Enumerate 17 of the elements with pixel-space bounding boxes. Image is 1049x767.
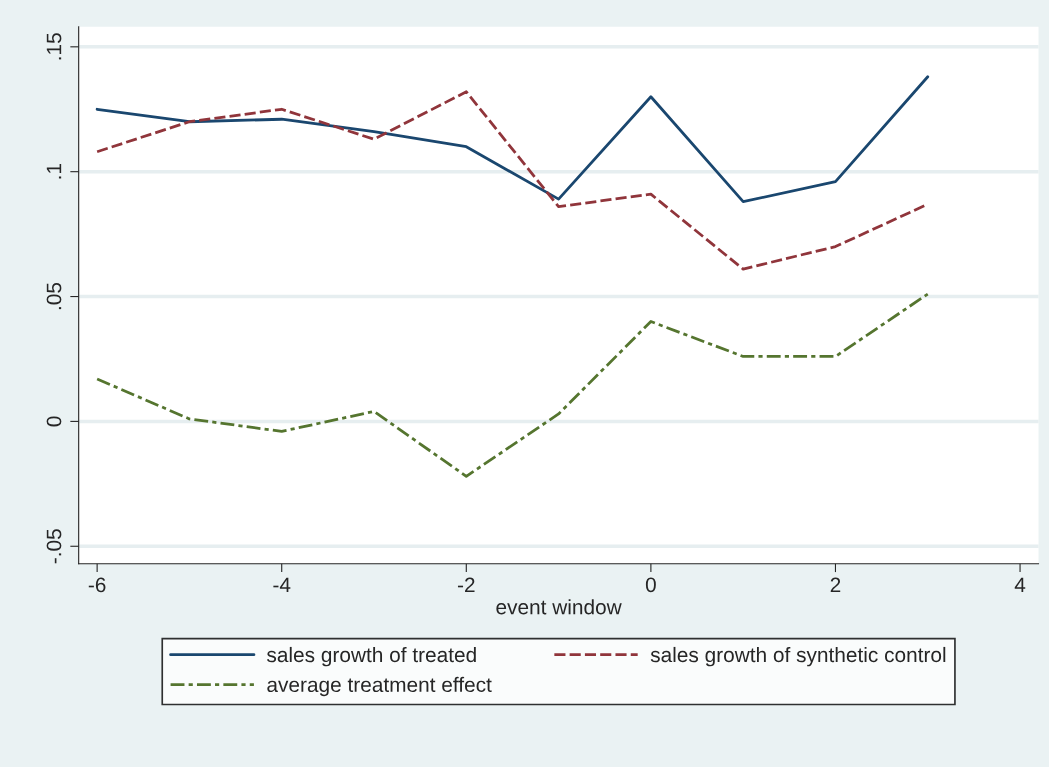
- y-tick-label: 0: [46, 416, 62, 427]
- x-tick-label: -6: [88, 577, 106, 593]
- x-tick-label: -2: [457, 577, 475, 593]
- y-tick-label: .1: [46, 164, 62, 179]
- line-series: [95, 75, 930, 204]
- line-series: [95, 292, 930, 478]
- legend-label: average treatment effect: [267, 676, 492, 697]
- y-tick-label: -.05: [46, 529, 62, 564]
- legend-label: sales growth of synthetic control: [650, 646, 946, 667]
- legend-label: sales growth of treated: [266, 646, 476, 667]
- y-tick-label: .05: [46, 282, 62, 310]
- x-tick-label: 4: [1014, 577, 1026, 593]
- x-tick-label: -4: [273, 577, 291, 593]
- x-tick-label: 2: [830, 577, 841, 593]
- x-axis-title: event window: [496, 599, 622, 615]
- x-tick-label: 0: [645, 577, 656, 593]
- y-tick-label: .15: [46, 33, 62, 60]
